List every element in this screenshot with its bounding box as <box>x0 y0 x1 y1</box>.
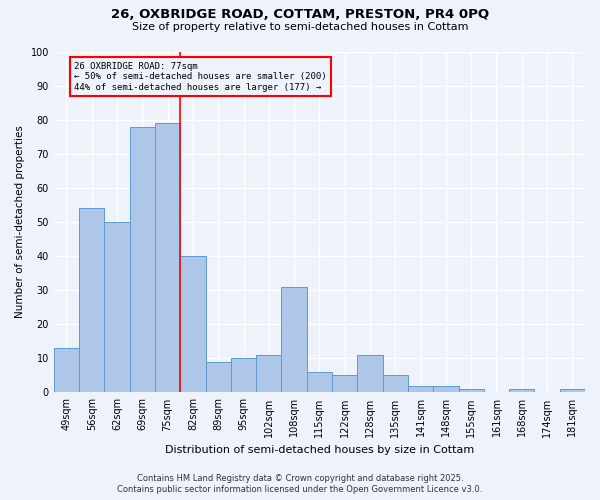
Bar <box>54 348 79 393</box>
Bar <box>155 123 180 392</box>
Bar <box>408 386 433 392</box>
Bar <box>358 355 383 393</box>
Bar <box>560 389 585 392</box>
Bar <box>130 126 155 392</box>
Bar <box>256 355 281 393</box>
Text: 26, OXBRIDGE ROAD, COTTAM, PRESTON, PR4 0PQ: 26, OXBRIDGE ROAD, COTTAM, PRESTON, PR4 … <box>111 8 489 20</box>
Text: 26 OXBRIDGE ROAD: 77sqm
← 50% of semi-detached houses are smaller (200)
44% of s: 26 OXBRIDGE ROAD: 77sqm ← 50% of semi-de… <box>74 62 326 92</box>
Bar <box>104 222 130 392</box>
Bar <box>433 386 458 392</box>
Text: Size of property relative to semi-detached houses in Cottam: Size of property relative to semi-detach… <box>132 22 468 32</box>
Bar <box>383 376 408 392</box>
Bar <box>79 208 104 392</box>
Bar <box>206 362 231 392</box>
Bar <box>509 389 535 392</box>
Bar <box>180 256 206 392</box>
Bar <box>458 389 484 392</box>
Text: Contains HM Land Registry data © Crown copyright and database right 2025.
Contai: Contains HM Land Registry data © Crown c… <box>118 474 482 494</box>
X-axis label: Distribution of semi-detached houses by size in Cottam: Distribution of semi-detached houses by … <box>165 445 474 455</box>
Bar <box>231 358 256 392</box>
Bar <box>332 376 358 392</box>
Y-axis label: Number of semi-detached properties: Number of semi-detached properties <box>15 126 25 318</box>
Bar <box>307 372 332 392</box>
Bar <box>281 286 307 393</box>
